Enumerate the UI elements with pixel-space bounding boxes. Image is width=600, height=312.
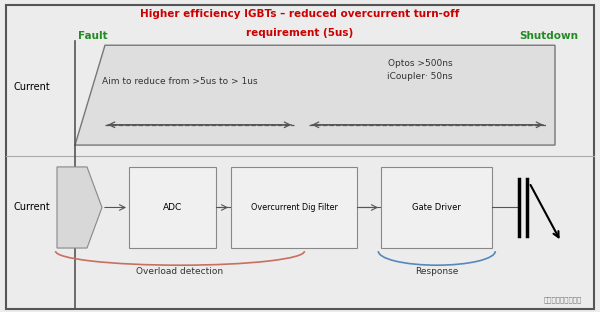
Text: Overcurrent Dig Filter: Overcurrent Dig Filter (251, 203, 337, 212)
FancyBboxPatch shape (231, 167, 357, 248)
Text: Current: Current (13, 82, 50, 92)
Text: Shutdown: Shutdown (520, 31, 578, 41)
Polygon shape (75, 45, 555, 145)
FancyBboxPatch shape (129, 167, 216, 248)
Text: Higher efficiency IGBTs – reduced overcurrent turn-off: Higher efficiency IGBTs – reduced overcu… (140, 9, 460, 19)
Text: Optos >500ns
iCoupler· 50ns: Optos >500ns iCoupler· 50ns (387, 60, 453, 81)
Text: Fault: Fault (78, 31, 108, 41)
Text: Overload detection: Overload detection (136, 267, 224, 276)
Text: ADC: ADC (163, 203, 182, 212)
Text: 电机控制设计加油站: 电机控制设计加油站 (544, 296, 582, 303)
FancyBboxPatch shape (381, 167, 492, 248)
Text: Current: Current (13, 202, 50, 212)
Text: requirement (5us): requirement (5us) (247, 28, 353, 38)
Text: Aim to reduce from >5us to > 1us: Aim to reduce from >5us to > 1us (102, 77, 258, 85)
Text: Gate Driver: Gate Driver (412, 203, 461, 212)
Text: Response: Response (415, 267, 458, 276)
Polygon shape (57, 167, 102, 248)
